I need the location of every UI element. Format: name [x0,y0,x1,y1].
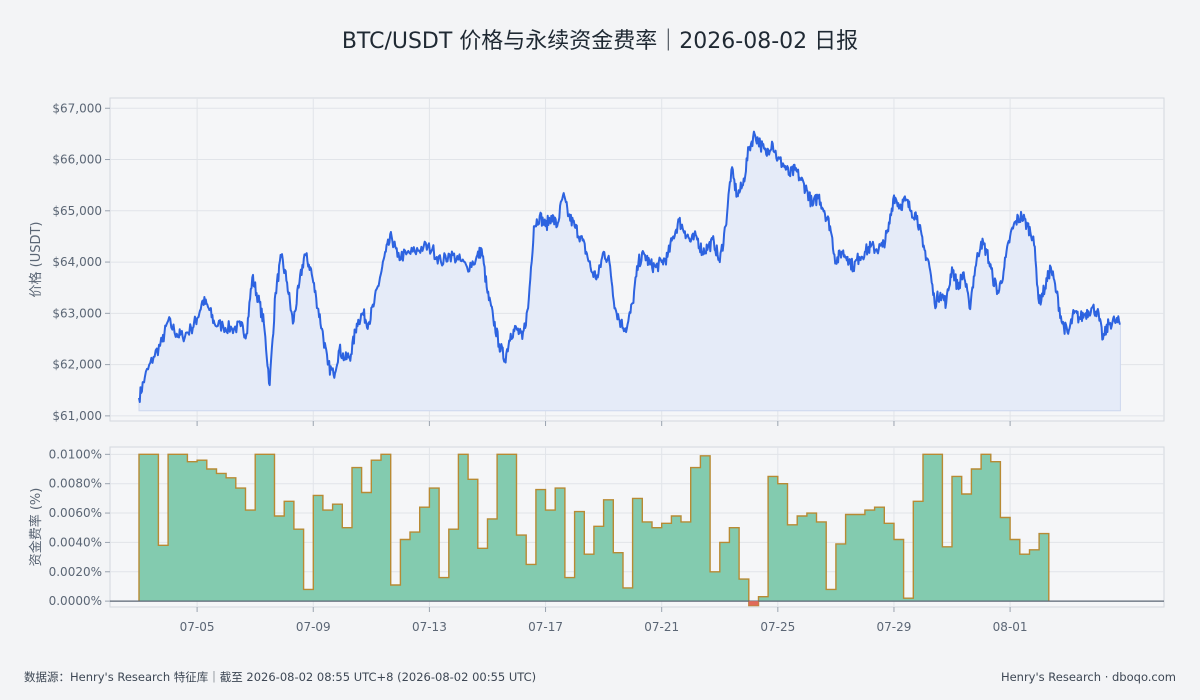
price-y-tick-label: $64,000 [52,255,102,269]
x-tick-label: 07-21 [644,620,679,634]
funding-y-tick-label: 0.0100% [49,447,102,461]
funding-y-tick-label: 0.0020% [49,565,102,579]
x-tick-label: 07-13 [412,620,447,634]
price-y-tick-label: $61,000 [52,409,102,423]
x-tick-label: 07-09 [296,620,331,634]
funding-step-line [138,453,1050,607]
price-y-tick-label: $63,000 [52,306,102,320]
x-tick-label: 07-05 [180,620,215,634]
funding-y-tick-label: 0.0060% [49,506,102,520]
funding-panel: 0.0000% 0.0020% 0.0040% 0.0060% 0.0080% 0.010… [28,446,1165,634]
price-y-tick-label: $66,000 [52,153,102,167]
funding-y-tick-label: 0.0040% [49,535,102,549]
funding-y-ticks: 0.0000% 0.0020% 0.0040% 0.0060% 0.0080% 0.010… [49,447,110,608]
x-tick-label: 07-29 [877,620,912,634]
x-tick-label: 08-01 [993,620,1028,634]
price-y-tick-label: $62,000 [52,358,102,372]
chart-title: BTC/USDT 价格与永续资金费率｜2026-08-02 日报 [342,29,858,54]
price-y-tick-label: $65,000 [52,204,102,218]
x-tick-label: 07-17 [528,620,563,634]
price-y-axis-label: 价格 (USDT) [28,222,44,298]
funding-y-axis-label: 资金费率 (%) [28,488,44,567]
footer-source: 数据源：Henry's Research 特征库｜截至 2026-08-02 0… [24,670,536,684]
price-y-tick-label: $67,000 [52,101,102,115]
funding-y-tick-label: 0.0000% [49,594,102,608]
price-y-ticks: $61,000 $62,000 $63,000 $64,000 $65,000 $66,0… [52,101,1011,426]
price-line [138,130,1121,403]
x-tick-label: 07-25 [760,620,795,634]
x-axis-ticks: 07-05 07-09 07-13 07-17 07-21 07-25 07-29 08-01 [180,607,1028,634]
footer-credit: Henry's Research · dboqo.com [1001,670,1176,684]
funding-y-tick-label: 0.0080% [49,477,102,491]
negative-funding-bar [748,601,759,606]
price-panel: $61,000 $62,000 $63,000 $64,000 $65,000 $66,0… [28,97,1165,426]
